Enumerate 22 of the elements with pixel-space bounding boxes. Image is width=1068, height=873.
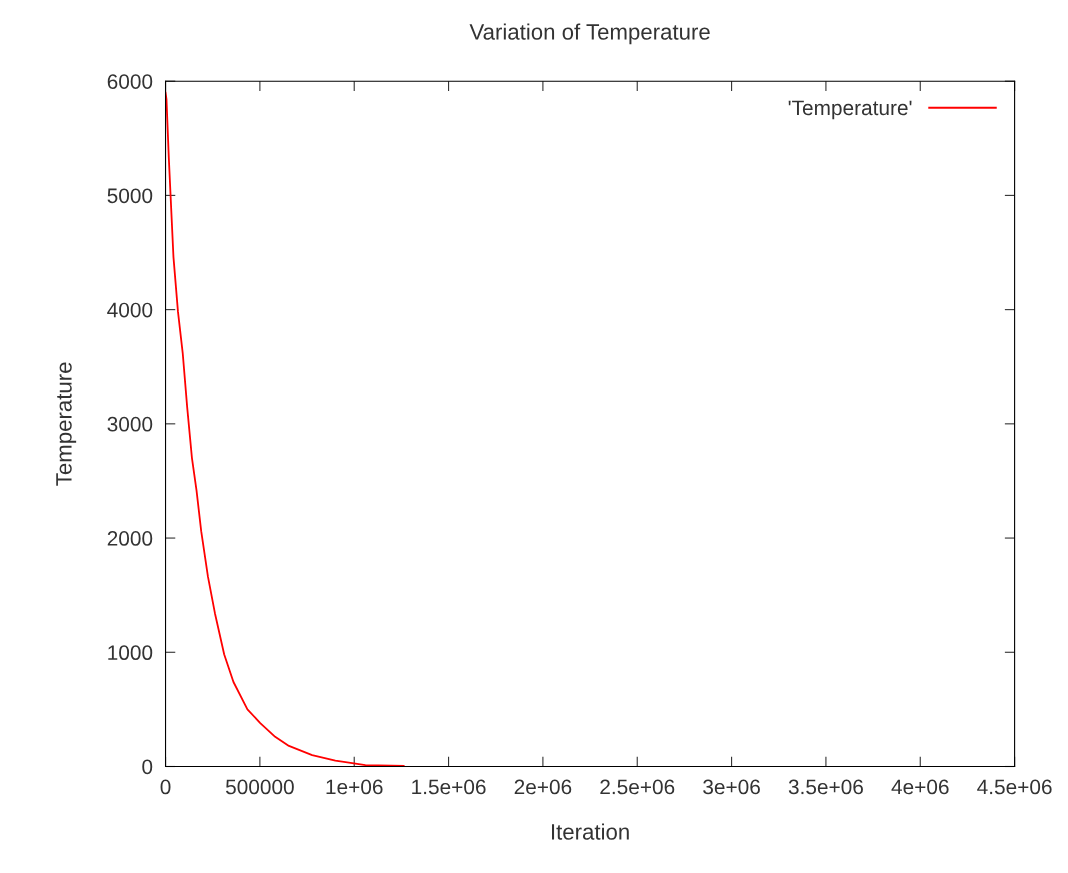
x-tick-label: 2e+06 [514,779,572,795]
x-axis-title: Iteration [551,823,629,840]
x-tick-label: 2.5e+06 [600,779,675,795]
legend-label: 'Temperature' [788,100,912,120]
x-tick-label: 4.5e+06 [977,779,1052,795]
y-tick-label: 5000 [107,188,153,204]
y-tick-label: 6000 [107,74,153,89]
x-tick-label: 3e+06 [703,779,760,795]
x-tick-label: 1e+06 [326,779,383,795]
y-tick-label: 0 [142,759,153,775]
y-axis-title: Temperature [56,362,77,486]
x-tick-label: 500000 [225,779,294,795]
y-tick-label: 4000 [107,302,153,318]
y-tick-label: 3000 [107,416,153,432]
line-series [165,91,405,767]
x-tick-label: 4e+06 [891,779,949,795]
x-tick-label: 0 [160,779,171,795]
x-tick-label: 3.5e+06 [788,779,863,795]
y-tick-label: 1000 [108,645,153,661]
y-tick-label: 2000 [107,531,153,546]
x-tick-label: 1.5e+06 [412,779,486,795]
chart-title: Variation of Temperature [469,23,710,45]
